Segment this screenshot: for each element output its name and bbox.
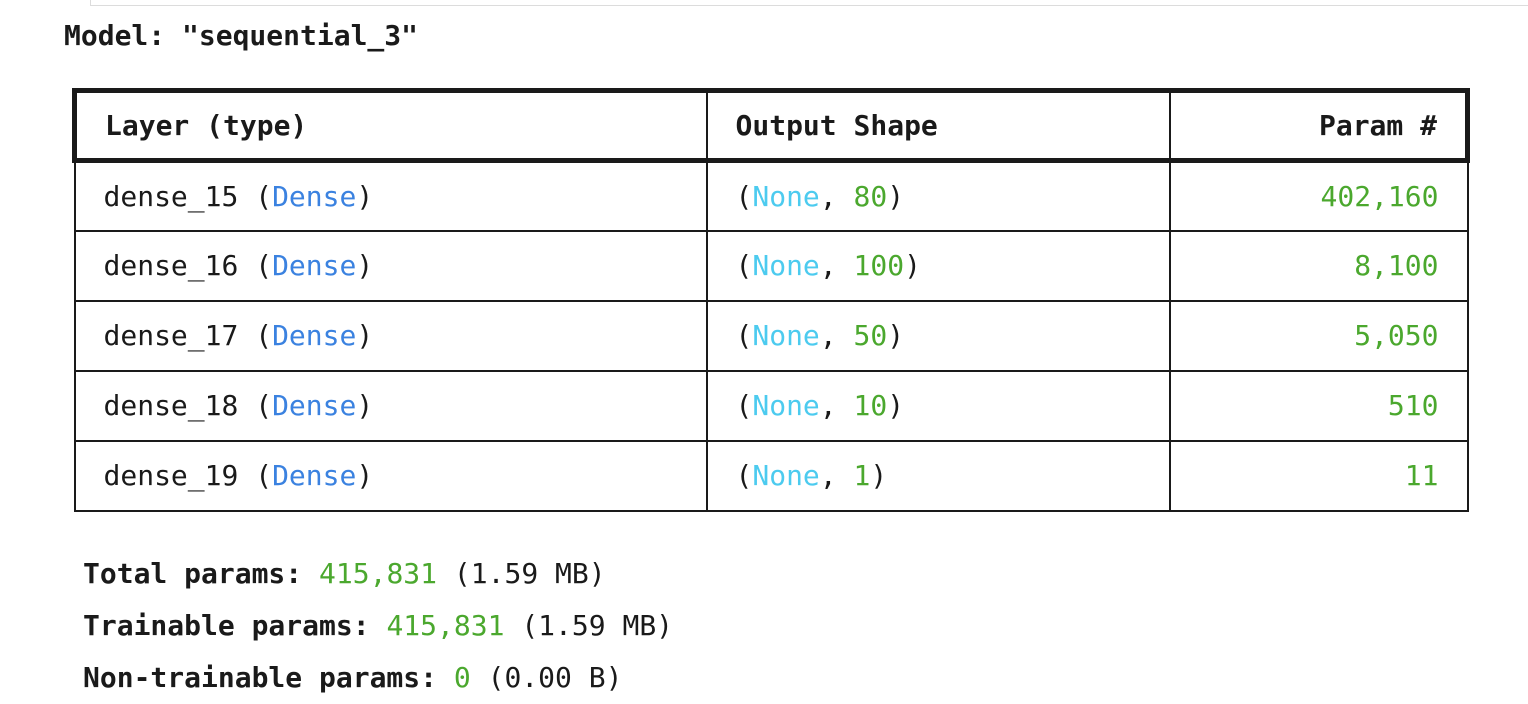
param-count: 5,050 — [1168, 299, 1469, 372]
header-layer-type: Layer (type) — [72, 88, 708, 163]
output-shape-cell: (None, 80) — [705, 159, 1171, 232]
output-shape-cell: (None, 1) — [705, 439, 1171, 512]
params-summary: Total params: 415,831 (1.59 MB) Trainabl… — [83, 548, 673, 704]
layer-type: Dense — [272, 179, 357, 213]
layer-cell: dense_18 (Dense) — [73, 369, 708, 442]
layer-name: dense_17 — [103, 319, 239, 352]
layer-type: Dense — [272, 389, 357, 422]
layer-type: Dense — [272, 249, 357, 282]
none-keyword: None — [752, 459, 820, 492]
table-row: dense_19 (Dense) (None, 1) 11 — [73, 439, 1469, 512]
output-shape-cell: (None, 100) — [705, 229, 1171, 302]
output-units: 100 — [853, 249, 905, 282]
trainable-params-line: Trainable params: 415,831 (1.59 MB) — [83, 600, 673, 652]
layer-name: dense_16 — [103, 249, 239, 282]
output-units: 80 — [853, 179, 888, 213]
table-row: dense_17 (Dense) (None, 50) 5,050 — [73, 299, 1469, 372]
param-count: 8,100 — [1168, 229, 1469, 302]
non-trainable-params-value: 0 — [453, 661, 471, 694]
table-row: dense_16 (Dense) (None, 100) 8,100 — [73, 229, 1469, 302]
trainable-params-value: 415,831 — [386, 609, 505, 642]
output-units: 1 — [853, 459, 871, 492]
layer-type: Dense — [272, 319, 357, 352]
output-units: 50 — [853, 319, 888, 352]
none-keyword: None — [752, 389, 820, 422]
table-header-row: Layer (type) Output Shape Param # — [72, 88, 1470, 163]
total-params-value: 415,831 — [319, 557, 438, 590]
none-keyword: None — [752, 179, 820, 213]
non-trainable-params-size: (0.00 B) — [487, 661, 623, 694]
param-count: 402,160 — [1168, 159, 1469, 232]
layer-name: dense_18 — [103, 389, 239, 422]
header-output-shape: Output Shape — [705, 88, 1171, 163]
layer-type: Dense — [272, 459, 357, 492]
total-params-size: (1.59 MB) — [453, 557, 606, 590]
trainable-params-label: Trainable params: — [83, 609, 370, 642]
non-trainable-params-label: Non-trainable params: — [83, 661, 438, 694]
non-trainable-params-line: Non-trainable params: 0 (0.00 B) — [83, 652, 673, 704]
output-shape-cell: (None, 50) — [705, 299, 1171, 372]
none-keyword: None — [752, 319, 820, 352]
cell-top-border — [90, 0, 1528, 6]
layer-cell: dense_19 (Dense) — [73, 439, 708, 512]
none-keyword: None — [752, 249, 820, 282]
layer-name: dense_15 — [103, 179, 239, 213]
output-shape-cell: (None, 10) — [705, 369, 1171, 442]
total-params-label: Total params: — [83, 557, 303, 590]
model-summary-table: Layer (type) Output Shape Param # dense_… — [72, 88, 1470, 512]
layer-cell: dense_17 (Dense) — [73, 299, 708, 372]
layer-cell: dense_16 (Dense) — [73, 229, 708, 302]
param-count: 510 — [1168, 369, 1469, 442]
trainable-params-size: (1.59 MB) — [521, 609, 674, 642]
header-param-count: Param # — [1168, 88, 1470, 163]
layer-cell: dense_15 (Dense) — [73, 159, 708, 232]
table-row: dense_15 (Dense) (None, 80) 402,160 — [73, 159, 1469, 232]
param-count: 11 — [1168, 439, 1469, 512]
table-row: dense_18 (Dense) (None, 10) 510 — [73, 369, 1469, 442]
total-params-line: Total params: 415,831 (1.59 MB) — [83, 548, 673, 600]
layer-name: dense_19 — [103, 459, 239, 492]
model-title: Model: "sequential_3" — [64, 19, 419, 52]
output-units: 10 — [853, 389, 888, 422]
